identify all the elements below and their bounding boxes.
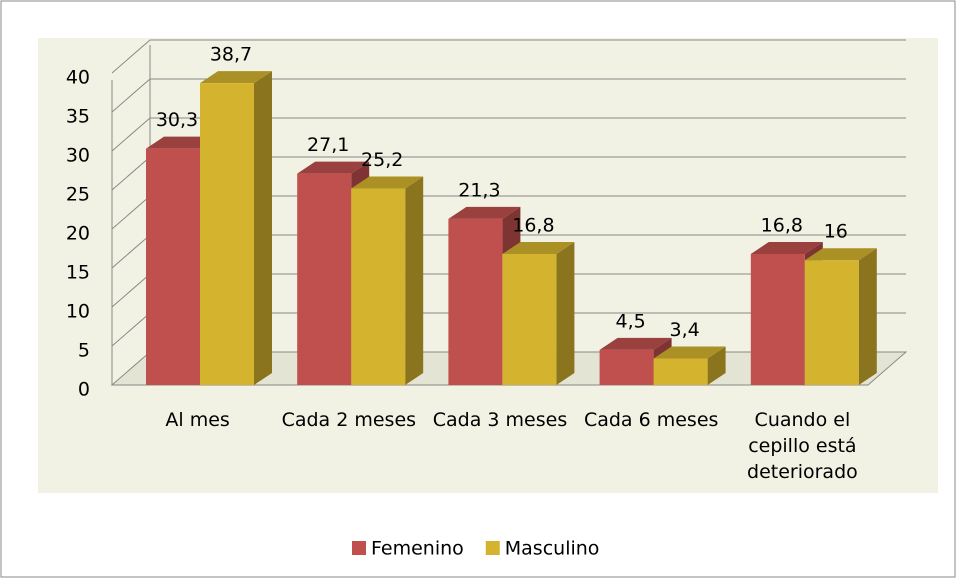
y-tick-label: 40	[66, 67, 90, 89]
bar	[200, 83, 254, 385]
data-label: 21,3	[458, 179, 500, 201]
bar-side	[858, 248, 877, 385]
bar-side	[405, 176, 424, 385]
bar	[599, 349, 654, 385]
legend-label: Femenino	[371, 538, 464, 560]
bar	[653, 358, 708, 385]
bar-top	[502, 241, 575, 254]
x-tick-label: Cada 2 meses	[281, 409, 417, 431]
data-label: 25,2	[361, 149, 403, 171]
bar-side	[707, 346, 726, 385]
legend-label: Masculino	[505, 538, 600, 560]
y-tick-label: 15	[66, 262, 90, 284]
bar-top	[297, 161, 370, 174]
bar	[297, 173, 352, 385]
bar	[750, 253, 805, 385]
bar-top	[448, 206, 521, 219]
grid-line	[111, 39, 906, 74]
y-tick-label: 0	[78, 379, 90, 401]
x-tick-label: Cada 3 meses	[432, 409, 568, 431]
data-label: 4,5	[615, 310, 645, 332]
data-label: 30,3	[156, 109, 198, 131]
legend-swatch	[485, 541, 500, 555]
data-label: 16	[824, 221, 848, 243]
data-label: 38,7	[210, 44, 252, 66]
x-tick-label: Cuando el cepillo está deteriorado	[747, 409, 858, 483]
bar	[351, 188, 406, 385]
y-tick-label: 20	[66, 223, 90, 245]
data-label: 3,4	[669, 319, 699, 341]
bar-top	[200, 71, 272, 84]
y-tick-label: 10	[66, 301, 90, 323]
grid-line	[111, 117, 906, 152]
x-tick-label: Al mes	[165, 409, 230, 431]
y-tick-label: 30	[66, 145, 90, 167]
bar	[146, 148, 200, 385]
data-label: 16,8	[761, 214, 803, 236]
x-tick-label: Cada 6 meses	[583, 409, 719, 431]
bar-top	[599, 337, 672, 350]
bar-top	[750, 241, 823, 254]
bar-top	[351, 176, 424, 189]
grid-line	[111, 78, 906, 113]
data-label: 16,8	[512, 214, 554, 236]
legend-swatch	[352, 541, 366, 555]
data-label: 27,1	[307, 134, 349, 156]
bar-top	[804, 248, 877, 261]
bar-side	[556, 241, 575, 385]
bar-side	[254, 71, 272, 385]
y-tick-label: 35	[66, 106, 90, 128]
bar	[804, 260, 859, 385]
bar	[448, 218, 503, 385]
y-tick-label: 5	[78, 340, 90, 362]
y-tick-label: 25	[66, 184, 90, 206]
bar	[502, 253, 557, 385]
bar-top	[653, 346, 726, 359]
